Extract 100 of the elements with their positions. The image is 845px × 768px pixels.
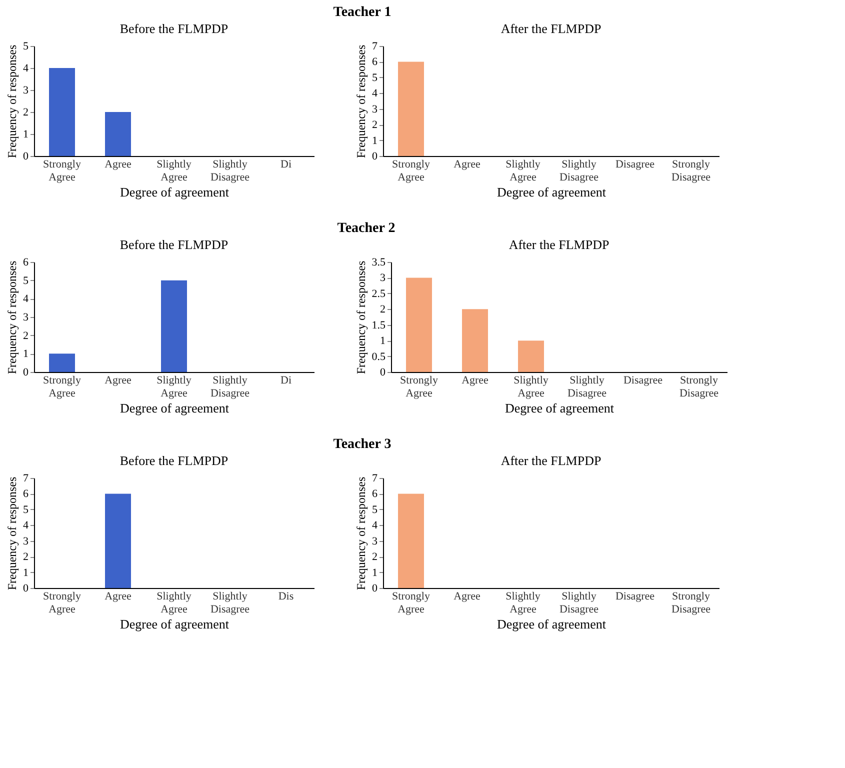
y-axis-title: Frequency of responses bbox=[5, 476, 19, 590]
x-tick-label: Agree bbox=[454, 590, 481, 602]
chart-title: Before the FLMPDP bbox=[120, 237, 228, 252]
x-tick-label: Strongly Disagree bbox=[679, 374, 719, 400]
x-tick-label: Slightly Disagree bbox=[210, 590, 250, 616]
x-axis-title: Degree of agreement bbox=[120, 616, 230, 632]
chart-title: Before the FLMPDP bbox=[120, 21, 228, 36]
y-tick-label: 4 bbox=[372, 520, 378, 532]
y-axis-title: Frequency of responses bbox=[354, 476, 368, 590]
y-axis-title: Frequency of responses bbox=[354, 260, 368, 374]
y-tick-label: 3 bbox=[23, 84, 29, 96]
y-tick-label: 0 bbox=[23, 366, 29, 378]
x-tick-label: Di bbox=[280, 158, 292, 170]
x-tick-label: Disagree bbox=[615, 158, 655, 170]
y-tick-label: 3 bbox=[372, 535, 378, 548]
y-axis-title: Frequency of responses bbox=[5, 260, 19, 374]
x-tick-label: Slightly Agree bbox=[156, 158, 192, 184]
x-axis-title: Degree of agreement bbox=[497, 616, 606, 632]
x-tick-label: Slightly Disagree bbox=[210, 374, 250, 400]
x-tick-label: Agree bbox=[462, 374, 489, 386]
y-tick-label: 1 bbox=[23, 128, 28, 140]
y-tick-label: 1 bbox=[23, 348, 28, 360]
y-tick-label: 7 bbox=[372, 472, 378, 484]
x-tick-label: Slightly Agree bbox=[506, 158, 541, 184]
x-tick-label: Slightly Agree bbox=[514, 374, 549, 400]
y-tick-label: 2 bbox=[23, 106, 28, 118]
y-tick-label: 3.5 bbox=[372, 256, 386, 268]
y-tick-label: 3 bbox=[23, 312, 29, 324]
chart-title: After the FLMPDP bbox=[508, 237, 610, 252]
y-tick-label: 2 bbox=[23, 330, 28, 342]
chart-title: After the FLMPDP bbox=[500, 453, 602, 468]
x-tick-label: Slightly Agree bbox=[156, 374, 192, 400]
y-tick-label: 5 bbox=[23, 40, 29, 52]
y-tick-label: 5 bbox=[372, 504, 378, 516]
x-tick-label: Agree bbox=[104, 374, 132, 386]
y-tick-label: 0 bbox=[380, 366, 386, 378]
y-tick-label: 1 bbox=[372, 566, 378, 579]
y-tick-label: 0 bbox=[372, 582, 378, 594]
y-tick-label: 6 bbox=[23, 256, 29, 268]
x-tick-label: Strongly Agree bbox=[392, 590, 430, 616]
x-tick-label: Agree bbox=[104, 158, 132, 170]
y-tick-label: 4 bbox=[23, 293, 29, 306]
chart-title: Before the FLMPDP bbox=[120, 453, 228, 468]
y-axis-title: Frequency of responses bbox=[5, 44, 19, 158]
y-tick-label: 7 bbox=[23, 472, 29, 484]
x-tick-label: Strongly Disagree bbox=[671, 590, 711, 616]
y-tick-label: 5 bbox=[23, 274, 29, 287]
y-tick-label: 2.5 bbox=[372, 288, 386, 300]
x-tick-label: Strongly Agree bbox=[43, 374, 82, 400]
y-axis-title: Frequency of responses bbox=[354, 44, 368, 158]
text: Teacher 1 bbox=[333, 5, 392, 20]
x-axis-title: Degree of agreement bbox=[120, 400, 230, 416]
y-tick-label: 0 bbox=[23, 582, 29, 594]
x-tick-label: Disagree bbox=[615, 590, 655, 602]
y-tick-label: 6 bbox=[372, 488, 378, 500]
bar bbox=[406, 278, 432, 372]
x-tick-label: Slightly Disagree bbox=[559, 158, 599, 184]
x-tick-label: Strongly Agree bbox=[400, 374, 438, 400]
x-tick-label: Slightly Agree bbox=[506, 590, 541, 616]
y-tick-label: 6 bbox=[23, 488, 29, 500]
y-tick-label: 3 bbox=[372, 103, 378, 116]
y-tick-label: 1 bbox=[23, 566, 28, 579]
x-tick-label: Slightly Disagree bbox=[559, 590, 599, 616]
y-tick-label: 2 bbox=[372, 551, 378, 564]
y-tick-label: 4 bbox=[372, 88, 378, 100]
x-tick-label: Slightly Disagree bbox=[210, 158, 250, 184]
y-tick-label: 6 bbox=[372, 56, 378, 68]
bar bbox=[462, 309, 488, 372]
x-tick-label: Agree bbox=[104, 590, 132, 602]
x-axis-title: Degree of agreement bbox=[120, 184, 230, 200]
x-tick-label: Strongly Agree bbox=[43, 590, 82, 616]
y-tick-label: 0.5 bbox=[372, 350, 386, 363]
bar bbox=[518, 340, 544, 372]
x-tick-label: Slightly Agree bbox=[156, 590, 192, 616]
x-tick-label: Agree bbox=[454, 158, 481, 170]
y-tick-label: 0 bbox=[372, 150, 378, 162]
x-tick-label: Strongly Agree bbox=[43, 158, 82, 184]
text: Teacher 3 bbox=[333, 437, 392, 452]
y-tick-label: 3 bbox=[23, 535, 29, 548]
y-tick-label: 1 bbox=[372, 134, 378, 147]
x-tick-label: Dis bbox=[278, 590, 294, 602]
y-tick-label: 2 bbox=[372, 119, 378, 132]
x-axis-title: Degree of agreement bbox=[497, 184, 606, 200]
y-tick-label: 5 bbox=[23, 504, 29, 516]
y-tick-label: 2 bbox=[23, 551, 28, 564]
y-tick-label: 7 bbox=[372, 40, 378, 52]
y-tick-label: 1.5 bbox=[372, 319, 386, 332]
y-tick-label: 4 bbox=[23, 62, 29, 74]
y-tick-label: 5 bbox=[372, 72, 378, 84]
x-tick-label: Slightly Disagree bbox=[567, 374, 607, 400]
x-tick-label: Strongly Agree bbox=[392, 158, 430, 184]
y-tick-label: 4 bbox=[23, 520, 29, 532]
x-tick-label: Di bbox=[280, 374, 292, 386]
text: Teacher 2 bbox=[337, 221, 396, 236]
chart-title: After the FLMPDP bbox=[500, 21, 602, 36]
x-tick-label: Disagree bbox=[623, 374, 663, 386]
y-tick-label: 1 bbox=[380, 335, 386, 348]
x-axis-title: Degree of agreement bbox=[505, 400, 614, 416]
y-tick-label: 3 bbox=[380, 272, 386, 284]
x-tick-label: Strongly Disagree bbox=[671, 158, 711, 184]
